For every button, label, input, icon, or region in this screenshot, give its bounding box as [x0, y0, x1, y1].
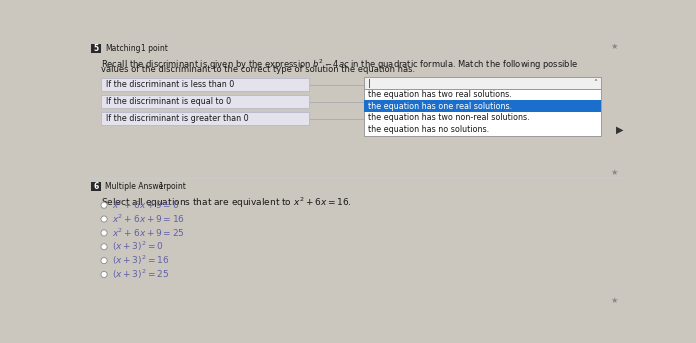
Text: 6: 6 — [93, 182, 99, 191]
Text: the equation has two real solutions.: the equation has two real solutions. — [368, 90, 512, 99]
Text: the equation has no solutions.: the equation has no solutions. — [368, 125, 489, 134]
FancyBboxPatch shape — [87, 178, 626, 305]
Text: 1 point: 1 point — [159, 182, 186, 191]
Text: ▶: ▶ — [617, 125, 624, 135]
FancyBboxPatch shape — [91, 182, 101, 191]
Text: $(x+3)^2 = 25$: $(x+3)^2 = 25$ — [112, 268, 169, 281]
Text: ˄: ˄ — [593, 79, 598, 87]
Circle shape — [101, 244, 107, 250]
Text: If the discriminant is greater than 0: If the discriminant is greater than 0 — [106, 114, 248, 123]
FancyBboxPatch shape — [91, 44, 101, 53]
Circle shape — [101, 216, 107, 222]
Text: If the discriminant is less than 0: If the discriminant is less than 0 — [106, 80, 234, 89]
Text: Multiple Answer: Multiple Answer — [105, 182, 166, 191]
Circle shape — [101, 202, 107, 208]
Circle shape — [101, 271, 107, 277]
Text: values of the discriminant to the correct type of solution the equation has.: values of the discriminant to the correc… — [101, 65, 415, 74]
FancyBboxPatch shape — [101, 112, 308, 125]
Text: $x^2 + 6x + 9 = 25$: $x^2 + 6x + 9 = 25$ — [112, 227, 184, 239]
Text: 5: 5 — [93, 44, 98, 53]
Text: Select all equations that are equivalent to $x^2 + 6x = 16$.: Select all equations that are equivalent… — [101, 195, 351, 210]
Circle shape — [101, 258, 107, 264]
Text: the equation has one real solutions.: the equation has one real solutions. — [368, 102, 512, 111]
FancyBboxPatch shape — [365, 89, 601, 136]
Text: $x^2 + 6x + 9 = 0$: $x^2 + 6x + 9 = 0$ — [112, 199, 179, 211]
FancyBboxPatch shape — [365, 100, 601, 112]
Text: $(x+3)^2 = 0$: $(x+3)^2 = 0$ — [112, 240, 164, 253]
Text: 1 point: 1 point — [141, 44, 168, 53]
FancyBboxPatch shape — [101, 78, 308, 91]
Text: Recall the discriminant is given by the expression $b^2-4ac$ in the quadratic fo: Recall the discriminant is given by the … — [101, 58, 578, 72]
Text: $(x+3)^2 = 16$: $(x+3)^2 = 16$ — [112, 254, 169, 267]
Text: |: | — [367, 79, 370, 87]
Text: ★: ★ — [610, 168, 618, 177]
Text: ★: ★ — [610, 42, 618, 51]
Circle shape — [101, 230, 107, 236]
FancyBboxPatch shape — [365, 78, 601, 89]
Text: ★: ★ — [610, 296, 618, 305]
Text: If the discriminant is equal to 0: If the discriminant is equal to 0 — [106, 97, 231, 106]
Text: the equation has two non-real solutions.: the equation has two non-real solutions. — [368, 113, 530, 122]
FancyBboxPatch shape — [87, 41, 626, 178]
Text: Matching: Matching — [105, 44, 141, 53]
FancyBboxPatch shape — [101, 95, 308, 108]
Text: $x^2 + 6x + 9 = 16$: $x^2 + 6x + 9 = 16$ — [112, 213, 185, 225]
